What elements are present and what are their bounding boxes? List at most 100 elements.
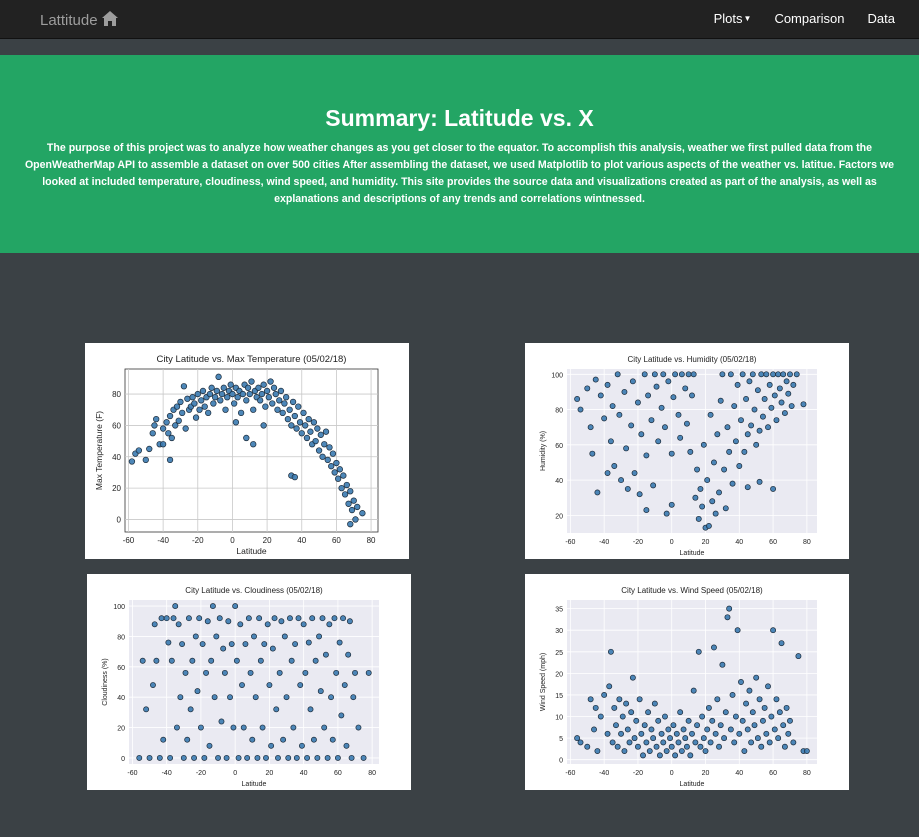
data-point (336, 639, 343, 646)
brand-link[interactable]: Lattitude (40, 11, 118, 30)
x-tick-label: 0 (230, 536, 235, 545)
data-point (645, 392, 652, 399)
data-point (278, 618, 285, 625)
data-point (281, 633, 288, 640)
x-tick-label: -20 (633, 539, 643, 546)
data-point (220, 384, 227, 391)
data-point (716, 489, 722, 496)
data-point (317, 688, 324, 695)
y-tick-label: 0 (121, 756, 125, 763)
data-point (574, 735, 581, 742)
data-point (739, 717, 746, 724)
data-point (293, 425, 300, 432)
data-point (589, 450, 596, 457)
data-point (597, 392, 604, 399)
page-title: Summary: Latitude vs. X (325, 105, 594, 131)
data-point (204, 618, 211, 625)
data-point (584, 743, 591, 750)
data-point (604, 381, 611, 388)
data-point (305, 416, 312, 423)
data-point (230, 724, 237, 731)
y-tick-label: 60 (555, 443, 563, 450)
data-point (168, 434, 175, 442)
data-point (629, 378, 636, 385)
data-point (172, 603, 179, 610)
x-tick-label: -20 (196, 770, 206, 777)
data-point (746, 687, 753, 694)
data-point (340, 472, 347, 479)
data-point (683, 743, 690, 750)
data-point (751, 722, 758, 729)
data-point (749, 371, 756, 378)
data-point (744, 431, 751, 438)
y-tick-label: 20 (117, 726, 125, 733)
data-point (587, 424, 594, 431)
data-point (276, 669, 283, 676)
data-point (225, 618, 232, 625)
data-point (748, 739, 755, 746)
data-point (771, 726, 778, 733)
data-point (218, 390, 226, 398)
nav-plots-dropdown[interactable]: Plots▼ (714, 11, 752, 26)
data-point (749, 709, 756, 716)
data-point (606, 683, 613, 690)
data-point (343, 742, 350, 749)
data-point (302, 422, 309, 429)
data-point (766, 381, 773, 388)
data-point (721, 466, 728, 473)
y-tick-label: 100 (551, 372, 563, 379)
data-point (271, 615, 278, 622)
data-point (758, 743, 765, 750)
data-point (355, 724, 362, 731)
data-point (683, 420, 690, 427)
nav-menu: Plots▼ Comparison Data (714, 11, 895, 26)
data-point (324, 754, 331, 761)
data-point (303, 434, 311, 442)
data-point (177, 694, 184, 701)
data-point (744, 726, 751, 733)
nav-comparison[interactable]: Comparison (774, 11, 845, 26)
y-tick-label: 60 (112, 421, 121, 430)
data-point (697, 743, 704, 750)
data-point (189, 657, 196, 664)
data-point (322, 428, 330, 435)
data-point (309, 615, 316, 622)
wind-speed-plot-card[interactable]: -60 -40 -20 0 20 40 60 80 0 5 10 15 20 25 30 35 City Lat… (525, 574, 849, 790)
data-point (803, 748, 810, 755)
humidity-plot-card[interactable]: -60 -40 -20 0 20 40 60 80 20 40 60 80 100 City Latitu… (525, 343, 849, 559)
data-point (638, 730, 645, 737)
data-point (763, 730, 770, 737)
data-point (704, 726, 711, 733)
cloudiness-plot-card[interactable]: -60 -40 -20 0 20 40 60 80 0 20 40 60 80 100 City Latit… (87, 574, 411, 790)
data-point (656, 752, 663, 759)
data-point (165, 430, 172, 437)
y-tick-label: 10 (555, 715, 563, 722)
data-point (348, 754, 355, 761)
data-point (739, 371, 746, 378)
data-point (646, 748, 653, 755)
data-point (345, 651, 352, 658)
data-point (300, 409, 307, 417)
data-point (350, 497, 357, 504)
data-point (653, 383, 660, 390)
y-tick-label: 5 (559, 736, 563, 743)
data-point (269, 645, 276, 652)
data-point (729, 691, 736, 698)
nav-data[interactable]: Data (867, 11, 895, 26)
x-tick-label: -40 (157, 536, 169, 545)
data-point (781, 410, 788, 417)
data-point (283, 394, 290, 401)
data-point (587, 696, 594, 703)
data-point (776, 385, 783, 392)
temperature-plot-card[interactable]: -60 -40 -20 0 20 40 60 80 0 20 40 60 80 City Latitude… (85, 343, 409, 559)
data-point (761, 396, 768, 402)
data-point (727, 371, 734, 378)
data-point (665, 726, 672, 733)
data-point (340, 615, 346, 622)
data-point (611, 463, 618, 469)
data-point (584, 385, 591, 392)
data-point (158, 615, 165, 622)
data-point (787, 371, 793, 378)
navbar: Lattitude Plots▼ Comparison Data (0, 0, 919, 39)
data-point (793, 371, 800, 378)
